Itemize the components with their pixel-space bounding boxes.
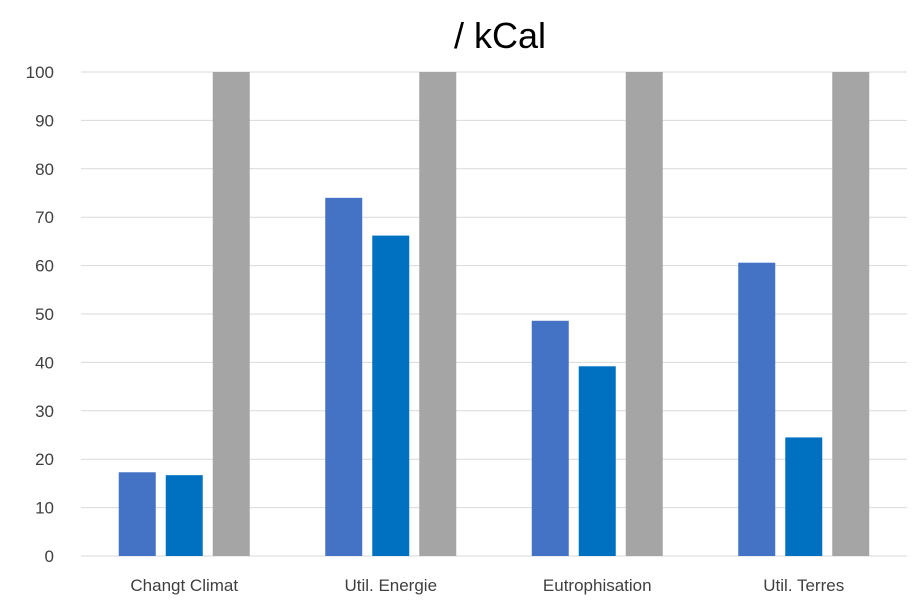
gridlines	[81, 71, 907, 557]
y-tick-label: 60	[35, 257, 54, 276]
y-axis-tick-labels: 0 10 20 30 40 50 60 70 80 90 100	[26, 63, 54, 566]
x-category-label: Eutrophisation	[543, 576, 652, 595]
bar-series-3-eutrophisation	[625, 72, 663, 556]
y-tick-label: 10	[35, 499, 54, 518]
x-category-label: Util. Terres	[763, 576, 844, 595]
y-tick-label: 50	[35, 305, 54, 324]
bar-series-2-changt-climat	[165, 475, 203, 556]
bar-series-2-eutrophisation	[578, 366, 616, 556]
y-tick-label: 70	[35, 208, 54, 227]
bar-series-1-util-energie	[325, 197, 363, 556]
bar-series-1-util-terres	[738, 262, 776, 556]
bar-series-2-util-energie	[372, 235, 410, 557]
bar-series-3-util-energie	[419, 72, 457, 556]
y-tick-label: 30	[35, 402, 54, 421]
bar-series-1-eutrophisation	[531, 320, 569, 556]
y-tick-label: 20	[35, 450, 54, 469]
y-tick-label: 80	[35, 160, 54, 179]
y-tick-label: 40	[35, 353, 54, 372]
chart-title: / kCal	[454, 15, 546, 56]
bars	[118, 72, 870, 557]
y-tick-label: 90	[35, 111, 54, 130]
y-tick-label: 100	[26, 63, 54, 82]
x-category-label: Util. Energie	[344, 576, 437, 595]
bar-series-1-changt-climat	[118, 472, 156, 556]
bar-series-2-util-terres	[785, 437, 823, 556]
bar-series-3-changt-climat	[212, 72, 250, 556]
x-axis-category-labels: Changt Climat Util. Energie Eutrophisation…	[130, 576, 844, 595]
x-category-label: Changt Climat	[130, 576, 238, 595]
bar-series-3-util-terres	[832, 72, 870, 556]
y-tick-label: 0	[45, 547, 54, 566]
